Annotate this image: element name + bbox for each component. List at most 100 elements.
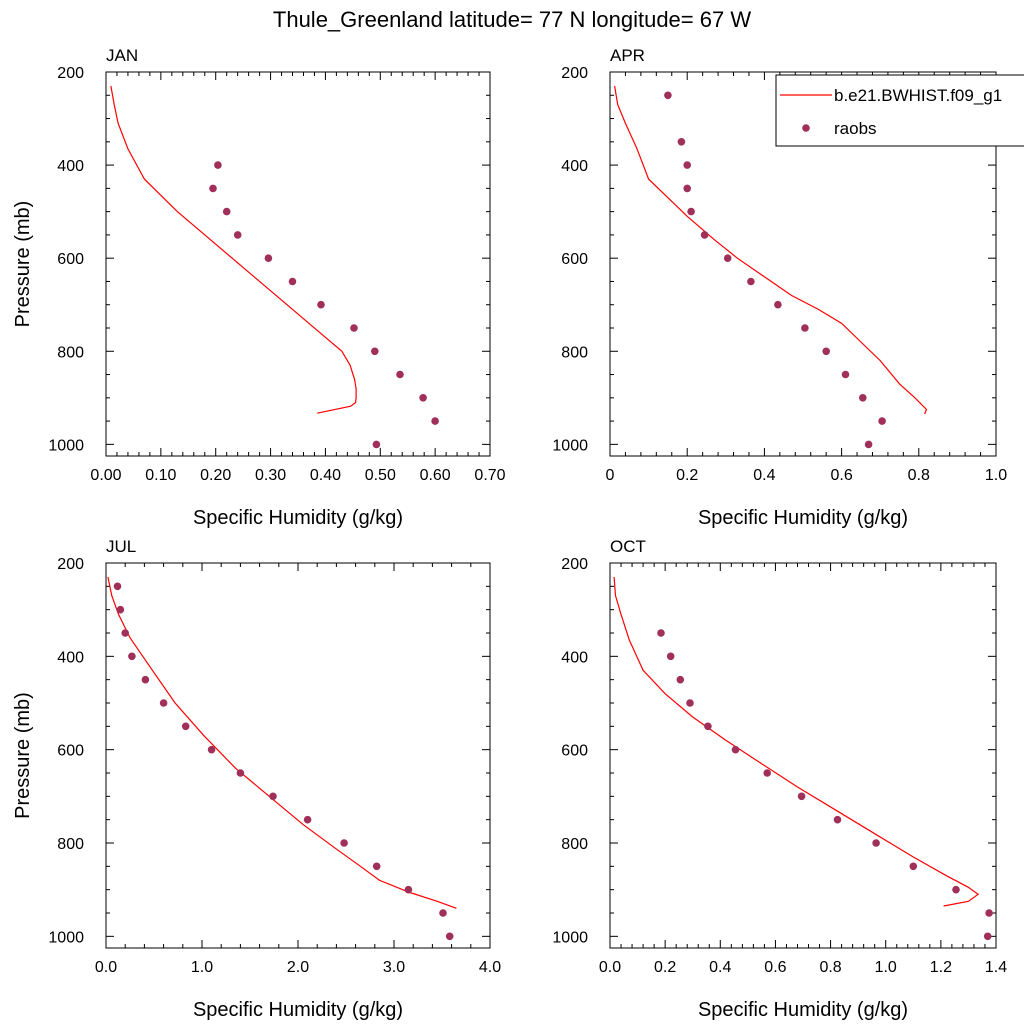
- raobs-point: [128, 652, 136, 661]
- series-line-model: [613, 576, 980, 907]
- x-tick-label: 1.0: [191, 959, 213, 976]
- y-tick-label: 400: [57, 158, 84, 175]
- y-tick-label: 600: [57, 251, 84, 268]
- raobs-point: [431, 417, 439, 425]
- raobs-point: [233, 231, 242, 239]
- series-line-model: [110, 85, 357, 414]
- x-tick-label: 0.8: [908, 467, 930, 484]
- raobs-point: [666, 652, 675, 661]
- raobs-point: [121, 629, 129, 637]
- x-axis-label: Specific Humidity (g/kg): [698, 507, 908, 529]
- x-tick-label: 0.00: [90, 467, 121, 484]
- raobs-point: [372, 440, 381, 449]
- raobs-point: [872, 839, 880, 847]
- plot-frame: [609, 71, 997, 457]
- raobs-point: [686, 699, 694, 707]
- raobs-point: [657, 629, 665, 637]
- raobs-point: [207, 745, 216, 754]
- raobs-point: [833, 815, 842, 824]
- raobs-point: [700, 231, 709, 239]
- raobs-point: [222, 207, 231, 216]
- raobs-point: [676, 675, 685, 684]
- raobs-point: [952, 885, 960, 894]
- y-tick-label: 400: [57, 649, 84, 666]
- raobs-point: [859, 394, 867, 402]
- y-tick-label: 800: [561, 344, 588, 361]
- raobs-point: [181, 722, 190, 731]
- x-tick-label: 0.40: [310, 467, 341, 484]
- y-axis-label: Pressure (mb): [12, 201, 34, 328]
- figure-title: Thule_Greenland latitude= 77 N longitude…: [273, 7, 751, 32]
- x-tick-label: 1.0: [985, 467, 1007, 484]
- x-axis-label: Specific Humidity (g/kg): [193, 999, 403, 1021]
- x-tick-label: 1.0: [875, 959, 897, 976]
- x-axis-label: Specific Humidity (g/kg): [698, 999, 908, 1021]
- y-tick-label: 1000: [48, 437, 84, 454]
- y-tick-label: 200: [561, 556, 588, 573]
- y-tick-label: 800: [57, 344, 84, 361]
- series-line-model: [107, 576, 457, 909]
- legend-marker-swatch: [802, 124, 810, 132]
- y-tick-label: 200: [57, 65, 84, 82]
- y-tick-label: 800: [57, 836, 84, 853]
- x-tick-label: 0.8: [819, 959, 841, 976]
- raobs-point: [236, 769, 245, 777]
- x-tick-label: 0.50: [365, 467, 396, 484]
- series-line-model: [614, 85, 928, 415]
- raobs-point: [822, 347, 830, 356]
- raobs-point: [983, 932, 992, 941]
- x-tick-label: 0.6: [764, 959, 786, 976]
- raobs-point: [340, 839, 348, 847]
- y-tick-label: 1000: [48, 929, 84, 946]
- raobs-point: [445, 932, 454, 941]
- raobs-point: [864, 440, 873, 449]
- x-tick-label: 0.2: [676, 467, 698, 484]
- plot-frame: [105, 71, 491, 457]
- x-tick-label: 0.70: [474, 467, 505, 484]
- panel-label: APR: [610, 46, 645, 65]
- raobs-point: [683, 161, 691, 169]
- y-tick-label: 1000: [552, 437, 588, 454]
- raobs-point: [396, 370, 404, 379]
- x-tick-label: 0.30: [255, 467, 286, 484]
- panel-oct: OCT 0.0 0.2 0.4 0.6 0.8 1.0 1.2 1.4 200 400 600 800 1…: [552, 537, 1007, 1021]
- panel-jul: JUL 0.0 1.0 2.0 3.0 4.0 200 400 600 800 1000 Specif…: [12, 537, 501, 1021]
- raobs-point: [683, 184, 691, 193]
- y-tick-label: 1000: [552, 929, 588, 946]
- y-tick-label: 800: [561, 836, 588, 853]
- raobs-point: [841, 370, 850, 379]
- panel-jan: JAN 0.00 0.10 0.20 0.30 0.40 0.50 0.60 0.70 200 40…: [12, 46, 506, 529]
- raobs-point: [909, 862, 918, 871]
- raobs-point: [985, 909, 993, 917]
- raobs-point: [878, 417, 886, 425]
- raobs-point: [801, 324, 809, 332]
- x-tick-label: 2.0: [287, 959, 309, 976]
- x-tick-label: 0.2: [654, 959, 676, 976]
- raobs-point: [303, 815, 312, 824]
- raobs-point: [723, 254, 732, 262]
- raobs-point: [116, 605, 125, 614]
- raobs-point: [113, 582, 122, 591]
- raobs-point: [371, 347, 379, 356]
- y-tick-label: 600: [561, 251, 588, 268]
- raobs-point: [404, 885, 413, 894]
- x-tick-label: 1.2: [930, 959, 952, 976]
- x-tick-label: 0.6: [830, 467, 852, 484]
- panel-apr: APR 0 0.2 0.4 0.6 0.8 1.0 200 400 600 800 1000 Speci…: [552, 46, 1007, 529]
- raobs-point: [264, 254, 273, 262]
- x-tick-label: 0.10: [145, 467, 176, 484]
- x-tick-label: 0.4: [709, 959, 731, 976]
- panel-label: JUL: [106, 537, 136, 556]
- raobs-point: [731, 745, 740, 754]
- panel-label: OCT: [610, 537, 646, 556]
- raobs-point: [317, 300, 325, 309]
- y-tick-label: 600: [57, 743, 84, 760]
- x-tick-label: 0.0: [95, 959, 117, 976]
- raobs-point: [350, 324, 358, 332]
- x-tick-label: 0: [606, 467, 615, 484]
- y-tick-label: 600: [561, 743, 588, 760]
- x-tick-label: 0.20: [200, 467, 231, 484]
- raobs-point: [677, 138, 686, 146]
